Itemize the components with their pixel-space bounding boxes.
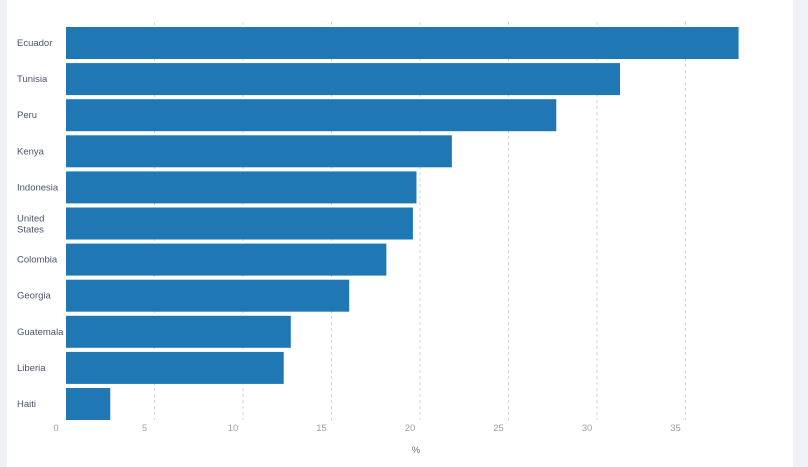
x-tick-label: 35 [670, 423, 681, 434]
category-label: Guatemala [17, 327, 64, 338]
category-label: Peru [17, 110, 37, 121]
category-labels: Ecuador Tunisia Peru Kenya Indonesia United St… [17, 38, 64, 410]
category-label: Georgia [17, 291, 52, 302]
x-tick-label: 15 [316, 423, 327, 434]
x-tick-label: 0 [53, 423, 58, 434]
category-label: Haiti [17, 399, 36, 410]
x-tick-label: 10 [228, 423, 239, 434]
x-tick-labels: 0 5 10 15 20 25 30 35 [53, 423, 680, 434]
bar-guatemala[interactable] [66, 315, 291, 348]
bar-liberia[interactable] [66, 351, 284, 384]
bar-kenya[interactable] [66, 135, 452, 168]
bar-ecuador[interactable] [66, 27, 739, 59]
x-tick-label: 25 [493, 423, 504, 434]
bar-united-states[interactable] [66, 207, 413, 240]
bar-tunisia[interactable] [66, 63, 621, 96]
category-label: United States [17, 214, 44, 236]
bar-colombia[interactable] [66, 243, 387, 276]
category-label: Kenya [17, 146, 45, 157]
bar-haiti[interactable] [66, 388, 111, 420]
category-label: Liberia [17, 363, 46, 374]
x-tick-label: 20 [405, 423, 416, 434]
category-label: Colombia [17, 255, 58, 266]
category-label: Tunisia [17, 74, 48, 85]
x-tick-label: 5 [142, 423, 147, 434]
x-tick-label: 30 [582, 423, 593, 434]
bar-peru[interactable] [66, 99, 557, 132]
category-label: Ecuador [17, 38, 52, 49]
category-label: Indonesia [17, 182, 59, 193]
bar-indonesia[interactable] [66, 171, 417, 204]
x-axis-label: % [412, 445, 421, 456]
bar-georgia[interactable] [66, 279, 350, 312]
bars [66, 27, 739, 420]
